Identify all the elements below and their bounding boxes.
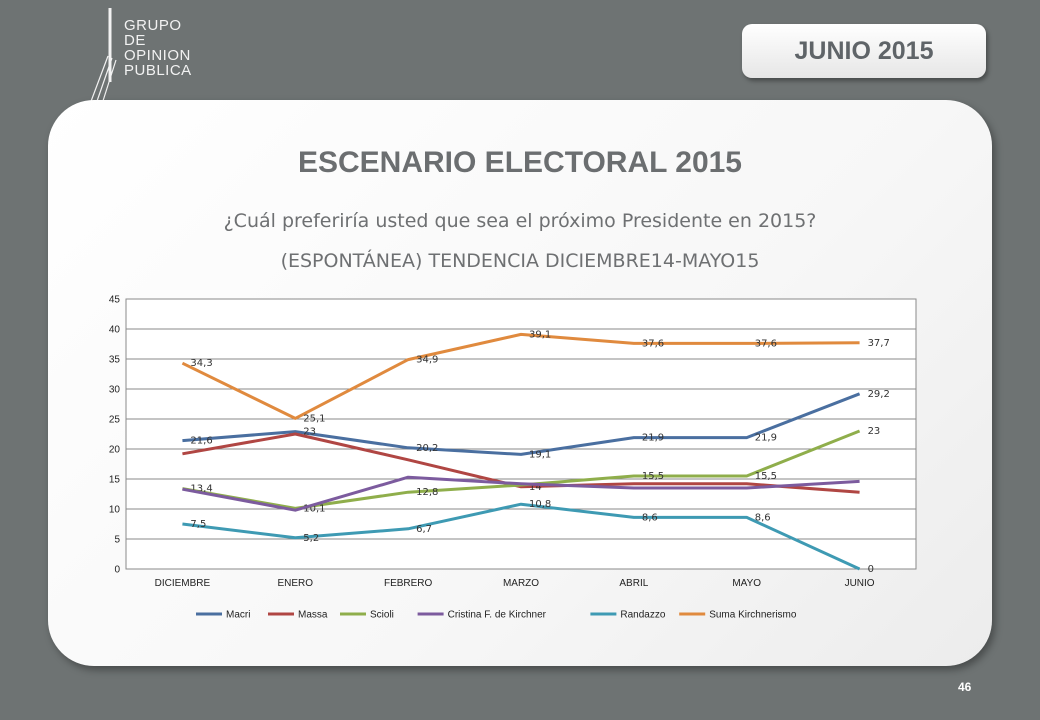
data-label: 20,2 (416, 443, 438, 454)
y-tick-label: 5 (114, 535, 120, 546)
x-tick-label: ENERO (278, 578, 314, 589)
data-label: 10,8 (529, 499, 551, 510)
data-label: 8,6 (755, 512, 771, 523)
legend-label: Suma Kirchnerismo (709, 610, 797, 621)
y-tick-label: 0 (114, 565, 120, 576)
x-tick-label: ABRIL (619, 578, 648, 589)
data-label: 13,4 (190, 484, 212, 495)
logo-line: OPINION (124, 47, 191, 64)
logo-line: GRUPO (124, 17, 182, 34)
x-tick-label: MARZO (503, 578, 539, 589)
series-line (182, 432, 860, 494)
date-badge: JUNIO 2015 (742, 24, 986, 78)
data-label: 34,9 (416, 355, 438, 366)
y-tick-label: 10 (109, 505, 121, 516)
data-label: 14 (529, 482, 542, 493)
y-tick-label: 20 (109, 445, 121, 456)
data-label: 37,6 (755, 338, 777, 349)
legend-label: Randazzo (620, 610, 665, 621)
data-label: 7,5 (190, 519, 206, 530)
trend-subtitle: (ESPONTÁNEA) TENDENCIA DICIEMBRE14-MAYO1… (280, 250, 760, 272)
data-label: 6,7 (416, 524, 432, 535)
legend-label: Scioli (370, 610, 394, 621)
logo-mark-icon (89, 8, 117, 105)
y-tick-label: 30 (109, 385, 121, 396)
series-line (182, 502, 861, 571)
line-chart: 0 5 10 15 20 25 30 35 40 45 DICIEMBRE ENERO FEBRERO M… (109, 295, 917, 621)
grupo-opinion-publica-logo: GRUPO DE OPINION PUBLICA (86, 8, 226, 108)
data-label: 37,7 (868, 338, 890, 349)
series-line (182, 392, 861, 456)
logo-text: GRUPO DE OPINION PUBLICA (124, 18, 192, 78)
data-label: 15,5 (642, 471, 664, 482)
series-line (181, 332, 860, 420)
data-label: 0 (868, 564, 874, 575)
x-tick-label: JUNIO (845, 578, 875, 589)
slide-title: ESCENARIO ELECTORAL 2015 (297, 146, 742, 179)
data-label: 21,9 (755, 433, 777, 444)
y-tick-label: 15 (109, 475, 121, 486)
data-label: 19,1 (529, 449, 551, 460)
series-line (182, 475, 860, 512)
data-label: 21,6 (190, 436, 212, 447)
data-label: 21,9 (642, 433, 664, 444)
x-tick-label: DICIEMBRE (155, 578, 211, 589)
data-label: 5,2 (303, 533, 319, 544)
page-number: 46 (958, 680, 972, 694)
y-tick-label: 35 (109, 355, 121, 366)
legend-label: Cristina F. de Kirchner (448, 610, 547, 621)
data-label: 29,2 (868, 389, 890, 400)
y-tick-label: 45 (109, 295, 121, 306)
logo-line: PUBLICA (124, 62, 192, 79)
plot-area (125, 298, 917, 570)
x-tick-label: MAYO (732, 578, 761, 589)
legend-label: Macri (226, 610, 250, 621)
data-label: 34,3 (190, 358, 212, 369)
logo-line: DE (124, 32, 146, 49)
x-tick-label: FEBRERO (384, 578, 433, 589)
legend-label: Massa (298, 610, 328, 621)
y-tick-label: 40 (109, 325, 121, 336)
data-label: 10,1 (303, 503, 325, 514)
data-label: 15,5 (755, 471, 777, 482)
data-label: 8,6 (642, 512, 658, 523)
data-label: 25,1 (303, 413, 325, 424)
question-subtitle: ¿Cuál preferiría usted que sea el próxim… (223, 210, 817, 232)
data-label: 23 (303, 427, 316, 438)
data-label: 37,6 (642, 338, 664, 349)
data-label: 23 (868, 426, 881, 437)
data-label: 12,8 (416, 487, 438, 498)
y-tick-label: 25 (109, 415, 121, 426)
data-label: 39,1 (529, 329, 551, 340)
